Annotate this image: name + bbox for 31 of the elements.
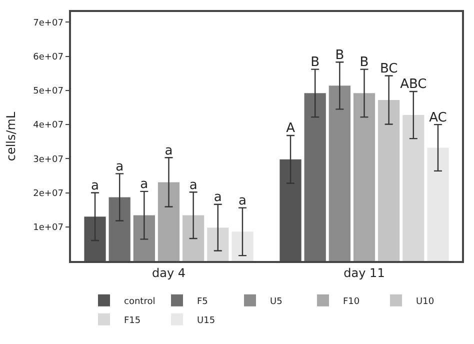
data-label: a (238, 194, 246, 209)
y-tick-label: 3e+07 (33, 154, 64, 165)
y-tick-label: 5e+07 (33, 86, 64, 97)
data-label: ABC (400, 77, 427, 92)
data-label: A (286, 121, 296, 136)
x-tick-label: day 4 (152, 266, 186, 280)
data-label: a (91, 178, 100, 194)
y-tick-label: 2e+07 (33, 188, 64, 199)
data-label: a (164, 143, 173, 158)
data-label: AC (429, 110, 447, 126)
data-label: BC (380, 62, 398, 77)
y-tick-label: 1e+07 (33, 223, 64, 234)
legend-label: F10 (343, 296, 360, 307)
legend-label: U10 (416, 296, 434, 307)
legend-label: control (124, 296, 156, 307)
data-label: a (189, 178, 198, 193)
y-tick-label: 4e+07 (33, 120, 64, 131)
y-axis-title: cells/mL (4, 112, 18, 162)
y-tick-label: 7e+07 (33, 18, 64, 28)
data-label: a (116, 159, 124, 174)
legend-label: F5 (197, 296, 208, 307)
data-label: B (360, 55, 369, 70)
data-label: a (214, 190, 222, 206)
data-label: B (310, 55, 320, 70)
x-tick-label: day 11 (344, 266, 385, 280)
legend-label: F15 (124, 316, 141, 326)
legend-label: U5 (270, 296, 282, 307)
legend-label: U15 (197, 316, 216, 326)
y-tick-label: 6e+07 (33, 52, 64, 62)
data-label: a (140, 177, 148, 192)
data-label: B (335, 48, 344, 63)
